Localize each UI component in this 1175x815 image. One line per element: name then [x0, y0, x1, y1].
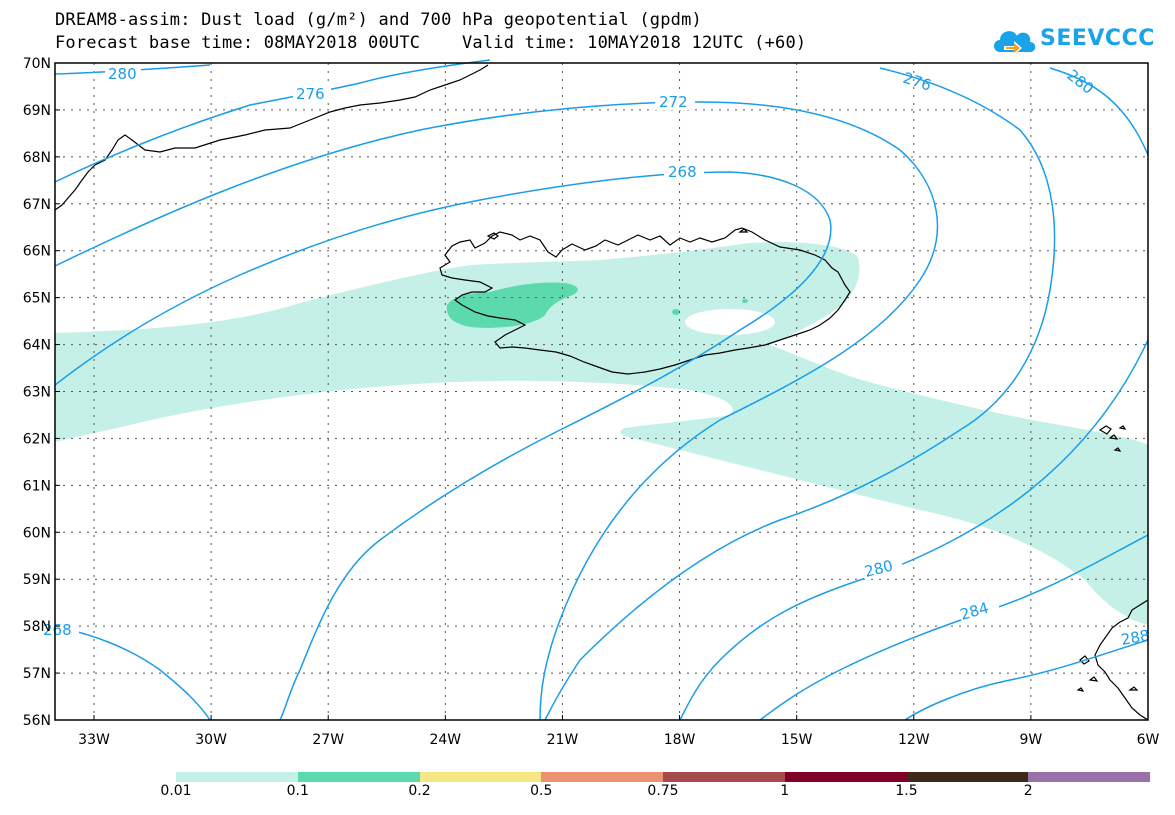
- longitude-tick-label: 12W: [898, 732, 930, 748]
- colorbar-segment: [176, 772, 298, 782]
- longitude-tick-label: 21W: [547, 732, 579, 748]
- contour-line-280-east: [1049, 67, 1149, 156]
- longitude-axis: 33W 30W 27W 24W 21W 18W 15W 12W 9W 6W: [78, 732, 1159, 748]
- colorbar-label: 0.2: [408, 783, 431, 799]
- contour-label: 272: [659, 93, 688, 111]
- colorbar-segment: [297, 772, 420, 782]
- iceland-coastline: [439, 227, 851, 375]
- latitude-tick-label: 62N: [23, 431, 51, 447]
- contour-line-272: [54, 101, 939, 721]
- forecast-time-subtitle: Forecast base time: 08MAY2018 00UTC Vali…: [55, 33, 807, 53]
- colorbar-segment: [906, 772, 1029, 782]
- latitude-tick-label: 56N: [23, 713, 51, 729]
- latitude-tick-label: 60N: [23, 525, 51, 541]
- latitude-tick-label: 69N: [23, 103, 51, 119]
- colorbar-label: 1: [780, 783, 790, 799]
- contour-line-276-east: [544, 67, 1056, 721]
- colorbar-label: 0.5: [530, 783, 553, 799]
- longitude-tick-label: 27W: [312, 732, 344, 748]
- latitude-tick-label: 66N: [23, 244, 51, 260]
- contour-label: 276: [296, 85, 325, 103]
- colorbar-label: 1.5: [895, 783, 918, 799]
- longitude-tick-label: 30W: [195, 732, 227, 748]
- dust-spot: [672, 309, 680, 315]
- colorbar-segment: [419, 772, 542, 782]
- contour-label: 268: [43, 621, 72, 639]
- latitude-tick-label: 59N: [23, 572, 51, 588]
- contour-label: 268: [668, 163, 697, 181]
- contour-label: 280: [1064, 66, 1098, 98]
- dust-area-medium: [446, 282, 578, 328]
- dust-area-low: [55, 242, 1148, 625]
- longitude-tick-label: 18W: [664, 732, 696, 748]
- longitude-tick-label: 33W: [78, 732, 110, 748]
- colorbar-segment: [663, 772, 785, 782]
- axis-ticks: [55, 62, 1149, 721]
- chart-title: DREAM8-assim: Dust load (g/m²) and 700 h…: [55, 10, 702, 30]
- latitude-tick-label: 70N: [23, 56, 51, 72]
- colorbar-label: 0.01: [160, 783, 192, 799]
- colorbar-segment: [784, 772, 907, 782]
- hebrides-islands: [1076, 655, 1139, 692]
- greenland-coastline: [54, 64, 489, 211]
- dust-load-field: [55, 242, 1148, 625]
- latitude-tick-label: 57N: [23, 666, 51, 682]
- contour-line-268-west: [54, 626, 211, 721]
- contour-line-268: [54, 171, 832, 721]
- longitude-tick-label: 15W: [781, 732, 813, 748]
- latitude-axis: 70N 69N 68N 67N 66N 65N 64N 63N 62N 61N 60N 59N 58N 5…: [23, 56, 51, 729]
- latitude-tick-label: 68N: [23, 150, 51, 166]
- colorbar-label: 2: [1023, 783, 1033, 799]
- graticule: [55, 63, 1148, 720]
- colorbar-segment: [541, 772, 663, 782]
- contour-line-288: [904, 639, 1149, 721]
- contour-label: 280: [108, 65, 137, 83]
- latitude-tick-label: 67N: [23, 197, 51, 213]
- contour-label: 276: [901, 69, 934, 95]
- dust-spot: [742, 299, 748, 303]
- scotland-coastline: [1094, 599, 1149, 721]
- coastlines: [54, 64, 1149, 721]
- latitude-tick-label: 65N: [23, 291, 51, 307]
- colorbar-segment: [1028, 772, 1150, 782]
- contour-label: 288: [1120, 626, 1151, 649]
- longitude-tick-label: 24W: [429, 732, 461, 748]
- logo-text: SEEVCCC: [1040, 26, 1155, 51]
- iceland-islands: [486, 228, 749, 240]
- longitude-tick-label: 6W: [1137, 732, 1160, 748]
- cloud-icon: [994, 31, 1036, 55]
- dust-gap-south-iceland: [685, 309, 775, 335]
- colorbar-label: 0.75: [647, 783, 679, 799]
- colorbar-label: 0.1: [286, 783, 309, 799]
- latitude-tick-label: 61N: [23, 478, 51, 494]
- contour-line-284: [759, 534, 1149, 721]
- seevccc-logo: SEEVCCC: [990, 22, 1154, 58]
- latitude-tick-label: 64N: [23, 338, 51, 354]
- faroe-islands: [1098, 425, 1127, 452]
- longitude-tick-label: 9W: [1020, 732, 1043, 748]
- latitude-tick-label: 63N: [23, 385, 51, 401]
- latitude-tick-label: 58N: [23, 619, 51, 635]
